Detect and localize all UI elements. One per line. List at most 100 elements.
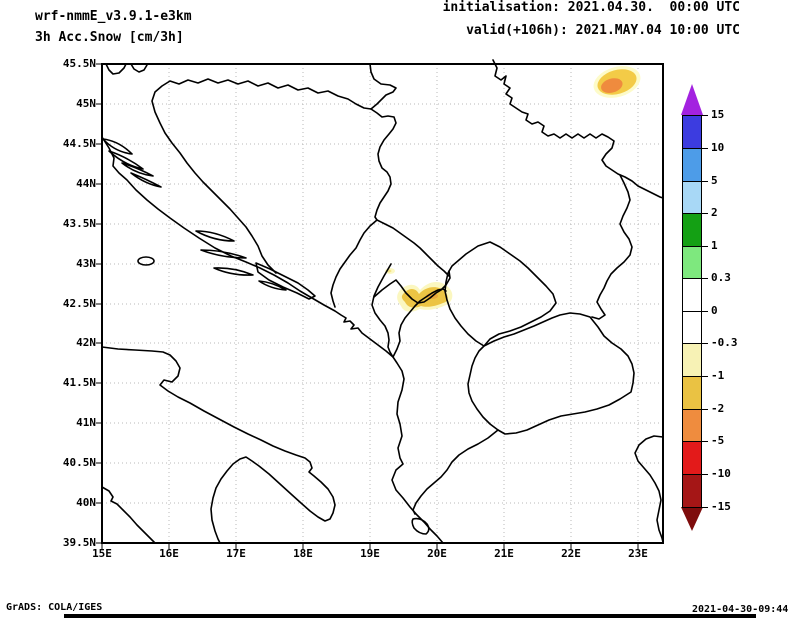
y-axis-tick-label: 40.5N (62, 456, 96, 469)
border-serbia-montenegro (376, 219, 450, 277)
border-bosnia-serbia-drina (370, 108, 397, 221)
island-brac (195, 230, 235, 242)
y-axis-tick-label: 42.5N (62, 297, 96, 310)
colorbar-boundary-line (682, 409, 708, 410)
country-borders (151, 59, 664, 515)
border-lake-skadar (371, 263, 394, 358)
bottom-edge-bar (64, 614, 756, 618)
colorbar-segment (683, 344, 701, 377)
peljesac-peninsula (255, 262, 316, 300)
y-axis-tick-label: 42N (76, 336, 96, 349)
border-north-macedonia (467, 312, 635, 435)
island-hvar (200, 249, 247, 259)
colorbar-level-label: -5 (711, 434, 725, 447)
island-mljet (258, 280, 287, 291)
colorbar-boundary-line (682, 246, 708, 247)
border-montenegro-kosovo (373, 270, 451, 304)
map-frame (101, 63, 664, 544)
corfu-island (411, 517, 430, 535)
colorbar-boundary-line (682, 148, 708, 149)
colorbar-boundary-line (682, 181, 708, 182)
snow-spot-northeast (593, 66, 641, 98)
colorbar-level-label: -15 (711, 500, 731, 513)
island-dugi-otok (121, 162, 154, 177)
island-kornati (130, 172, 162, 188)
x-axis-tick-label: 15E (92, 547, 112, 560)
colorbar-bottom-arrow (681, 507, 703, 531)
colorbar-segment (683, 475, 701, 508)
colorbar-level-label: 15 (711, 108, 725, 121)
calabria-west-coastline (101, 486, 156, 544)
colorbar-segment (683, 279, 701, 312)
x-axis-tick-label: 23E (628, 547, 648, 560)
colorbar-boundary-line (682, 507, 708, 508)
y-axis-tick-label: 44N (76, 177, 96, 190)
x-axis-tick-label: 19E (360, 547, 380, 560)
island-pag (102, 138, 133, 155)
border-bosnia-montenegro (330, 219, 378, 308)
colorbar-level-label: -10 (711, 467, 731, 480)
border-serbia-bulgaria (591, 174, 633, 320)
y-axis-tick-label: 44.5N (62, 137, 96, 150)
y-axis-tick-label: 45.5N (62, 57, 96, 70)
colorbar-segment (683, 214, 701, 247)
init-time-label: initialisation: 2021.04.30. 00:00 UTC (442, 0, 740, 15)
field-title: 3h Acc.Snow [cm/3h] (35, 30, 184, 45)
y-axis-tick-label: 40N (76, 496, 96, 509)
colorbar-segment (683, 312, 701, 344)
colorbar-segment (683, 182, 701, 214)
coastlines (101, 63, 664, 544)
x-axis-tick-label: 17E (226, 547, 246, 560)
y-axis-tick-label: 45N (76, 97, 96, 110)
colorbar-level-label: -2 (711, 402, 725, 415)
colorbar-segment (683, 116, 701, 149)
colorbar-boundary-line (682, 474, 708, 475)
colorbar-boundary-line (682, 343, 708, 344)
header-right-block: initialisation: 2021.04.30. 00:00 UTC va… (424, 0, 740, 38)
colorbar-segment (683, 410, 701, 442)
island-korcula (213, 267, 254, 276)
colorbar-level-label: -1 (711, 369, 725, 382)
model-title: wrf-nmmE_v3.9.1-e3km (35, 9, 192, 24)
colorbar-level-label: 2 (711, 206, 718, 219)
timestamp-label: 2021-04-30-09:44 (692, 604, 789, 615)
kvarner-coast-piece (105, 63, 127, 75)
italy-adriatic-coastline (101, 346, 336, 544)
border-serbia-romania-danube (492, 59, 664, 199)
valid-time-label: valid(+106h): 2021.MAY.04 10:00 UTC (466, 23, 740, 38)
colorbar-boundary-line (682, 213, 708, 214)
colorbar-segment (683, 247, 701, 279)
colorbar-segment (683, 442, 701, 475)
x-axis-tick-label: 22E (561, 547, 581, 560)
y-axis-tick-label: 43N (76, 257, 96, 270)
y-axis-tick-label: 41N (76, 416, 96, 429)
colorbar-boundary-line (682, 115, 708, 116)
colorbar-boundary-line (682, 311, 708, 312)
border-kosovo (444, 241, 557, 347)
border-montenegro-albania (392, 288, 447, 358)
y-axis-tick-label: 39.5N (62, 536, 96, 549)
graticule-gridlines (102, 64, 663, 543)
colorbar-level-label: 5 (711, 174, 718, 187)
x-axis-tick-label: 20E (427, 547, 447, 560)
adriatic-east-coastline (101, 136, 444, 544)
colorbar-boundary-line (682, 441, 708, 442)
grads-credit-label: GrADS: COLA/IGES (6, 602, 103, 613)
colorbar-boundary-line (682, 278, 708, 279)
border-croatia-serbia (369, 63, 397, 110)
y-axis-tick-label: 43.5N (62, 217, 96, 230)
x-axis-tick-label: 18E (293, 547, 313, 560)
krk-island (130, 63, 148, 73)
x-axis-tick-label: 21E (494, 547, 514, 560)
colorbar-level-label: 0.3 (711, 271, 731, 284)
colorbar-top-arrow (681, 84, 703, 115)
colorbar-level-label: 0 (711, 304, 718, 317)
y-axis-tick-label: 41.5N (62, 376, 96, 389)
border-albania-greece (412, 429, 499, 515)
colorbar-level-label: 10 (711, 141, 725, 154)
colorbar-segment (683, 149, 701, 182)
colorbar-segment (683, 377, 701, 410)
border-croatia-bosnia (151, 78, 372, 274)
